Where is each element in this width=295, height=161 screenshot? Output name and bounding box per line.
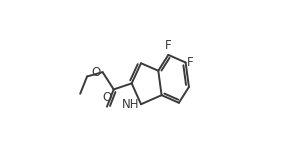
Text: F: F [187, 56, 194, 69]
Text: O: O [102, 91, 112, 104]
Text: NH: NH [122, 98, 139, 111]
Text: F: F [165, 39, 172, 52]
Text: O: O [92, 66, 101, 79]
